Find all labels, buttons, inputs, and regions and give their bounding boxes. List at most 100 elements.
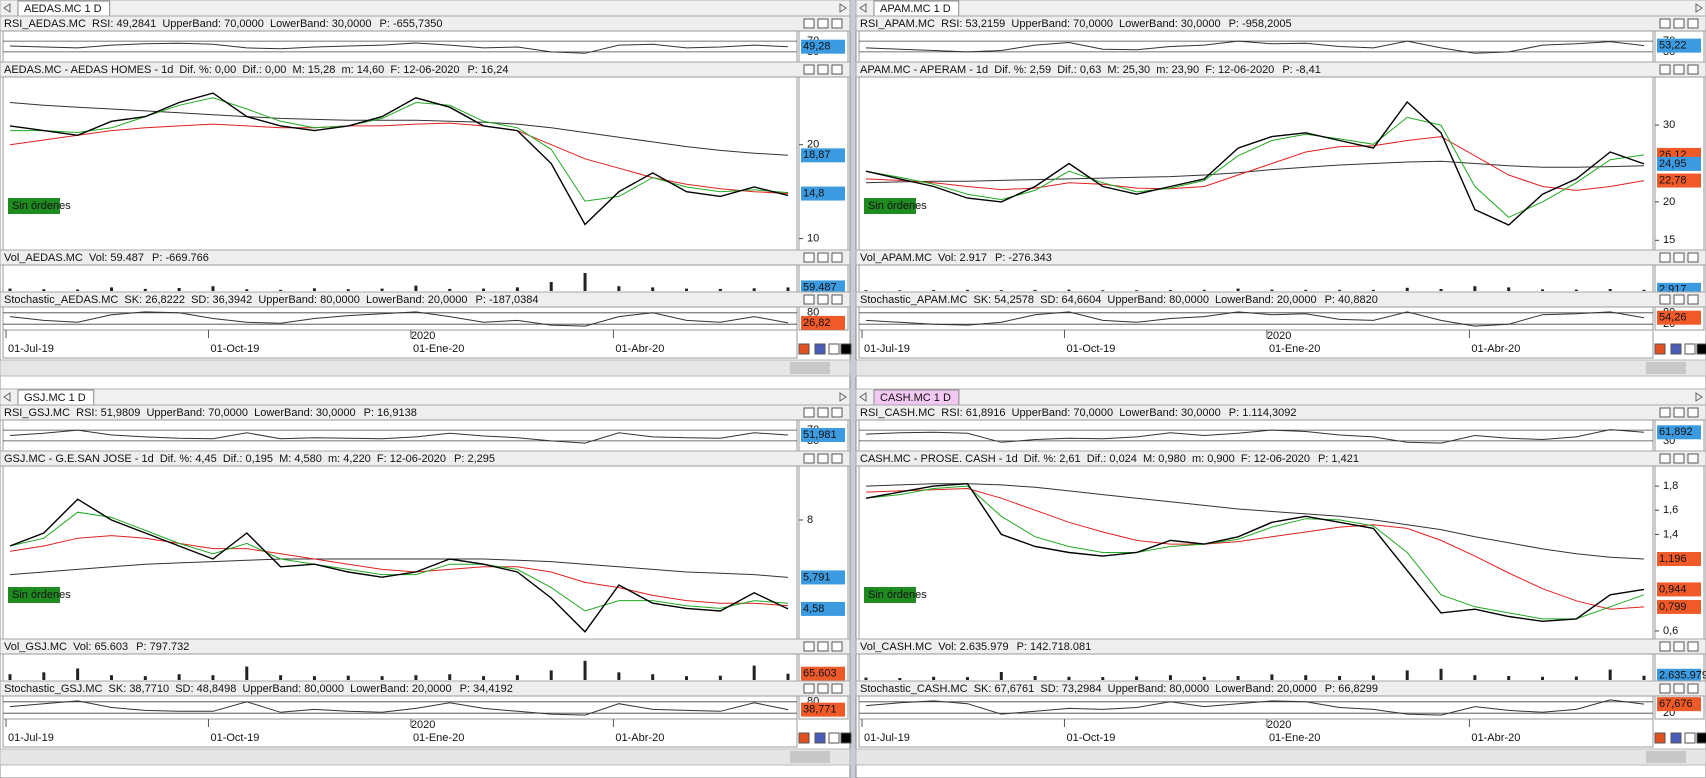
- volume-bar: [380, 288, 384, 291]
- save-button[interactable]: [814, 732, 826, 744]
- maximize-button[interactable]: [1673, 641, 1685, 652]
- tab-scroll-right[interactable]: [1695, 392, 1703, 402]
- maximize-button[interactable]: [817, 294, 829, 305]
- color-button[interactable]: [840, 732, 852, 744]
- close-button[interactable]: [831, 294, 843, 305]
- scrollbar[interactable]: [855, 748, 1706, 766]
- volume-bar: [617, 286, 621, 291]
- scrollbar[interactable]: [855, 359, 1706, 377]
- pin-button[interactable]: [828, 732, 840, 744]
- refresh-button[interactable]: [1654, 343, 1666, 355]
- tab-scroll-left[interactable]: [3, 392, 11, 402]
- pin-button[interactable]: [828, 343, 840, 355]
- maximize-button[interactable]: [1673, 64, 1685, 75]
- minimize-button[interactable]: [803, 294, 815, 305]
- moving-average: [865, 136, 1645, 191]
- tab-scroll-left[interactable]: [859, 3, 867, 13]
- date-axis: [858, 329, 1654, 359]
- maximize-button[interactable]: [1673, 453, 1685, 464]
- close-button[interactable]: [1687, 294, 1699, 305]
- maximize-button[interactable]: [1673, 18, 1685, 29]
- tab-scroll-left[interactable]: [3, 3, 11, 13]
- tab-scroll-left[interactable]: [859, 392, 867, 402]
- close-button[interactable]: [1687, 252, 1699, 263]
- close-button[interactable]: [831, 641, 843, 652]
- refresh-button[interactable]: [1654, 732, 1666, 744]
- minimize-button[interactable]: [803, 453, 815, 464]
- scrollbar[interactable]: [0, 359, 851, 377]
- tab-label[interactable]: CASH.MC 1 D: [880, 392, 951, 404]
- minimize-button[interactable]: [1659, 18, 1671, 29]
- tab-label[interactable]: AEDAS.MC 1 D: [24, 3, 102, 15]
- pin-button[interactable]: [1684, 343, 1696, 355]
- volume-bar: [1541, 676, 1545, 680]
- maximize-button[interactable]: [1673, 294, 1685, 305]
- close-button[interactable]: [1687, 683, 1699, 694]
- scrollbar[interactable]: [0, 748, 851, 766]
- volume-bar: [898, 678, 902, 680]
- close-button[interactable]: [1687, 407, 1699, 418]
- maximize-button[interactable]: [817, 407, 829, 418]
- minimize-button[interactable]: [803, 252, 815, 263]
- tab-scroll-right[interactable]: [1695, 3, 1703, 13]
- tab-scroll-right[interactable]: [839, 392, 847, 402]
- orders-label: Sin órdenes: [868, 589, 927, 601]
- scroll-thumb[interactable]: [790, 751, 830, 763]
- minimize-button[interactable]: [1659, 64, 1671, 75]
- color-button[interactable]: [1696, 732, 1706, 744]
- save-button[interactable]: [1670, 732, 1682, 744]
- chart-window: AEDAS.MC 1 D RSI_AEDAS.MC RSI: 49,2841 Up…: [0, 0, 852, 390]
- minimize-button[interactable]: [1659, 407, 1671, 418]
- maximize-button[interactable]: [1673, 252, 1685, 263]
- plot-area: [858, 306, 1654, 331]
- maximize-button[interactable]: [817, 641, 829, 652]
- minimize-button[interactable]: [803, 407, 815, 418]
- refresh-button[interactable]: [798, 732, 810, 744]
- scroll-thumb[interactable]: [1646, 751, 1686, 763]
- scroll-thumb[interactable]: [1646, 362, 1686, 374]
- price-tag: [801, 570, 845, 585]
- minimize-button[interactable]: [1659, 252, 1671, 263]
- pin-button[interactable]: [1684, 732, 1696, 744]
- close-button[interactable]: [831, 407, 843, 418]
- minimize-button[interactable]: [803, 64, 815, 75]
- minimize-button[interactable]: [1659, 453, 1671, 464]
- color-button[interactable]: [1696, 343, 1706, 355]
- close-button[interactable]: [1687, 641, 1699, 652]
- price-tag: [1657, 425, 1701, 440]
- close-button[interactable]: [831, 18, 843, 29]
- pane-label: RSI_AEDAS.MC RSI: 49,2841 UpperBand: 70,…: [4, 18, 372, 30]
- close-button[interactable]: [831, 453, 843, 464]
- refresh-button[interactable]: [798, 343, 810, 355]
- close-button[interactable]: [1687, 453, 1699, 464]
- minimize-button[interactable]: [803, 18, 815, 29]
- maximize-button[interactable]: [1673, 407, 1685, 418]
- close-button[interactable]: [1687, 18, 1699, 29]
- pane-label: Vol_APAM.MC Vol: 2.917: [860, 252, 987, 264]
- maximize-button[interactable]: [817, 453, 829, 464]
- tab-label[interactable]: GSJ.MC 1 D: [24, 392, 86, 404]
- tab-label[interactable]: APAM.MC 1 D: [880, 3, 951, 15]
- tab-scroll-right[interactable]: [839, 3, 847, 13]
- minimize-button[interactable]: [803, 641, 815, 652]
- color-button[interactable]: [840, 343, 852, 355]
- volume-bar: [515, 675, 519, 680]
- maximize-button[interactable]: [1673, 683, 1685, 694]
- close-button[interactable]: [831, 64, 843, 75]
- date-label: 01-Abr-20: [1471, 343, 1520, 355]
- close-button[interactable]: [831, 683, 843, 694]
- minimize-button[interactable]: [1659, 683, 1671, 694]
- minimize-button[interactable]: [803, 683, 815, 694]
- minimize-button[interactable]: [1659, 641, 1671, 652]
- save-button[interactable]: [1670, 343, 1682, 355]
- maximize-button[interactable]: [817, 64, 829, 75]
- minimize-button[interactable]: [1659, 294, 1671, 305]
- maximize-button[interactable]: [817, 683, 829, 694]
- close-button[interactable]: [1687, 64, 1699, 75]
- close-button[interactable]: [831, 252, 843, 263]
- save-button[interactable]: [814, 343, 826, 355]
- maximize-button[interactable]: [817, 252, 829, 263]
- scroll-thumb[interactable]: [790, 362, 830, 374]
- tab-bar: [0, 388, 851, 406]
- maximize-button[interactable]: [817, 18, 829, 29]
